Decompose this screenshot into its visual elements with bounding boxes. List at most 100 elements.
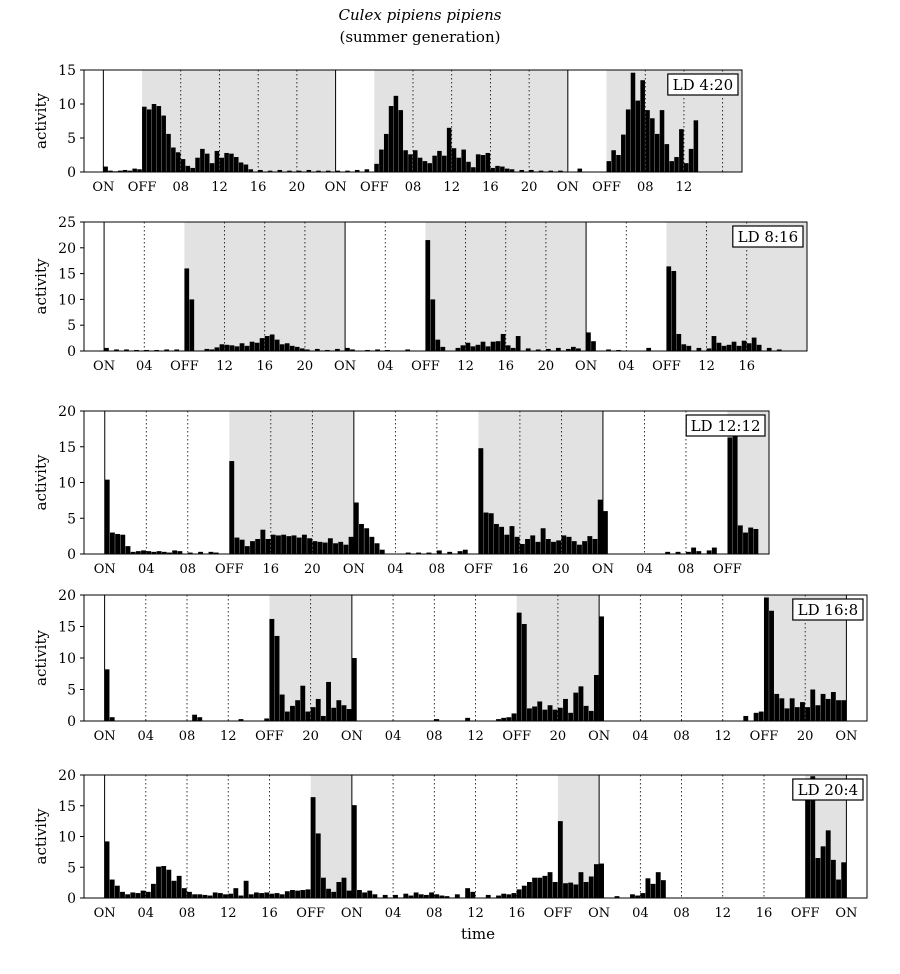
- activity-bar: [587, 536, 593, 554]
- activity-bar: [586, 332, 591, 351]
- regime-label: LD 4:20: [673, 76, 733, 94]
- activity-bar: [417, 157, 423, 172]
- activity-bar: [655, 872, 661, 898]
- activity-bar: [130, 892, 136, 898]
- activity-bar: [820, 846, 826, 898]
- activity-bar: [197, 717, 203, 721]
- panel-3: 0 5 10 15 20 activity ON 04 08 OFF 16 20 ON 04 08 OFF 16…: [32, 404, 770, 577]
- x-tick-label: 04: [387, 562, 404, 577]
- x-tick-label: ON: [325, 180, 347, 195]
- activity-bar: [304, 349, 310, 351]
- activity-bar: [820, 693, 826, 721]
- activity-bar: [558, 170, 563, 172]
- x-tick-label: ON: [588, 906, 610, 921]
- activity-bar: [532, 877, 538, 898]
- activity-bar: [253, 892, 259, 898]
- activity-bar: [525, 538, 530, 554]
- activity-bar: [665, 551, 671, 554]
- x-tick-label: 04: [636, 562, 653, 577]
- x-tick-label: 12: [467, 729, 484, 744]
- activity-bar: [748, 527, 754, 554]
- activity-bar: [616, 155, 621, 172]
- activity-bar: [290, 705, 295, 721]
- x-tick-label: 12: [216, 359, 233, 374]
- activity-bar: [164, 349, 170, 351]
- activity-bar: [563, 883, 568, 898]
- activity-bar: [685, 551, 691, 554]
- y-tick-label: 5: [67, 318, 76, 334]
- activity-bar: [151, 551, 157, 554]
- activity-bar: [774, 693, 780, 721]
- regime-label-box: [685, 414, 766, 437]
- activity-bar: [335, 348, 340, 351]
- activity-bar: [434, 719, 440, 721]
- activity-bar: [369, 536, 375, 554]
- activity-bar: [640, 893, 646, 898]
- activity-bar: [125, 546, 131, 554]
- activity-bar: [274, 893, 280, 898]
- activity-bar: [184, 268, 190, 351]
- activity-bar: [364, 528, 370, 554]
- activity-bar: [650, 118, 655, 172]
- activity-bar: [530, 535, 536, 554]
- x-tick-label: 20: [304, 562, 321, 577]
- activity-bar: [213, 552, 219, 554]
- activity-bar: [490, 167, 495, 172]
- y-tick-label: 20: [58, 768, 76, 784]
- activity-bar: [532, 706, 538, 721]
- activity-bar: [451, 148, 457, 172]
- activity-bar: [516, 889, 522, 898]
- activity-bar: [537, 701, 543, 721]
- y-tick-label: 0: [67, 714, 76, 730]
- activity-bar: [501, 717, 507, 721]
- x-tick-label: 12: [714, 729, 731, 744]
- x-tick-label: ON: [94, 562, 116, 577]
- x-tick-label: 08: [426, 729, 443, 744]
- activity-bar: [442, 155, 447, 172]
- activity-bar: [499, 526, 505, 554]
- activity-bar: [756, 344, 762, 351]
- activity-bar: [568, 882, 574, 898]
- activity-bar: [307, 538, 313, 554]
- activity-bar: [204, 153, 210, 172]
- x-tick-label: OFF: [502, 729, 531, 744]
- activity-bar: [161, 866, 167, 898]
- y-tick-label: 5: [67, 511, 76, 527]
- x-tick-label: 12: [676, 180, 693, 195]
- activity-bar: [480, 341, 486, 351]
- panel-5: 0 5 10 15 20 activity ON 04 08 12 16 OFF ON 04 08 12 16 O…: [32, 768, 868, 943]
- activity-bar: [219, 157, 225, 172]
- activity-bar: [141, 550, 146, 554]
- activity-bar: [485, 894, 491, 898]
- activity-bar: [557, 821, 563, 898]
- x-tick-label: 04: [138, 562, 155, 577]
- activity-bar: [325, 170, 331, 172]
- x-tick-label: 12: [457, 359, 474, 374]
- regime-label: LD 12:12: [691, 417, 761, 435]
- x-tick-label: ON: [835, 906, 857, 921]
- x-tick-label: ON: [92, 180, 114, 195]
- activity-bar: [447, 551, 453, 554]
- activity-bar: [385, 349, 390, 351]
- y-tick-label: 5: [67, 683, 76, 699]
- x-tick-label: 08: [637, 180, 654, 195]
- activity-bar: [527, 708, 532, 721]
- y-tick-label: 20: [58, 404, 76, 420]
- y-axis-label: activity: [32, 630, 50, 686]
- activity-bar: [650, 883, 656, 898]
- activity-bar: [315, 698, 321, 721]
- activity-bar: [166, 869, 172, 898]
- activity-bar: [200, 148, 205, 172]
- activity-bar: [426, 552, 432, 554]
- activity-bar: [504, 168, 510, 172]
- activity-bar: [625, 109, 631, 172]
- activity-bar: [120, 534, 126, 554]
- activity-bar: [516, 612, 522, 721]
- activity-bar: [388, 106, 394, 172]
- x-tick-label: OFF: [592, 180, 621, 195]
- y-tick-label: 5: [67, 131, 76, 147]
- activity-bar: [185, 165, 191, 172]
- y-tick-label: 15: [58, 799, 76, 815]
- activity-bar: [209, 163, 215, 172]
- activity-bar: [350, 349, 355, 351]
